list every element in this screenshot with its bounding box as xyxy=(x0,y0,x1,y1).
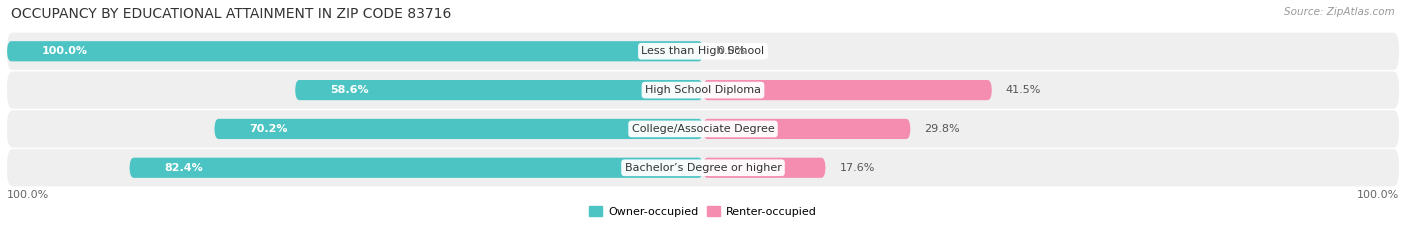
Text: College/Associate Degree: College/Associate Degree xyxy=(631,124,775,134)
Text: Bachelor’s Degree or higher: Bachelor’s Degree or higher xyxy=(624,163,782,173)
FancyBboxPatch shape xyxy=(703,80,991,100)
Text: 58.6%: 58.6% xyxy=(330,85,368,95)
FancyBboxPatch shape xyxy=(703,158,825,178)
Text: 100.0%: 100.0% xyxy=(42,46,87,56)
Text: OCCUPANCY BY EDUCATIONAL ATTAINMENT IN ZIP CODE 83716: OCCUPANCY BY EDUCATIONAL ATTAINMENT IN Z… xyxy=(11,7,451,21)
FancyBboxPatch shape xyxy=(295,80,703,100)
Text: 0.0%: 0.0% xyxy=(717,46,745,56)
Text: 41.5%: 41.5% xyxy=(1005,85,1040,95)
FancyBboxPatch shape xyxy=(703,119,911,139)
Text: 29.8%: 29.8% xyxy=(924,124,960,134)
FancyBboxPatch shape xyxy=(215,119,703,139)
Text: 17.6%: 17.6% xyxy=(839,163,875,173)
Text: Less than High School: Less than High School xyxy=(641,46,765,56)
FancyBboxPatch shape xyxy=(129,158,703,178)
FancyBboxPatch shape xyxy=(7,41,703,61)
Text: 82.4%: 82.4% xyxy=(165,163,202,173)
Text: 100.0%: 100.0% xyxy=(7,190,49,200)
Text: Source: ZipAtlas.com: Source: ZipAtlas.com xyxy=(1284,7,1395,17)
FancyBboxPatch shape xyxy=(7,33,1399,70)
FancyBboxPatch shape xyxy=(7,149,1399,186)
Text: 100.0%: 100.0% xyxy=(1357,190,1399,200)
FancyBboxPatch shape xyxy=(7,72,1399,109)
Text: High School Diploma: High School Diploma xyxy=(645,85,761,95)
FancyBboxPatch shape xyxy=(7,110,1399,147)
Legend: Owner-occupied, Renter-occupied: Owner-occupied, Renter-occupied xyxy=(585,202,821,221)
Text: 70.2%: 70.2% xyxy=(249,124,288,134)
